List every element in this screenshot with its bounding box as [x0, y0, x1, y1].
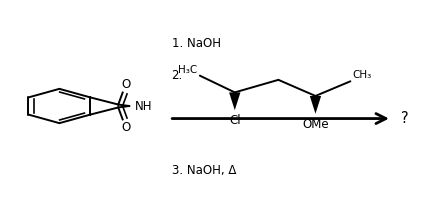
- Text: CH₃: CH₃: [352, 70, 371, 80]
- Text: 3. NaOH, Δ: 3. NaOH, Δ: [171, 164, 235, 177]
- Text: O: O: [121, 121, 131, 134]
- Text: 2.: 2.: [171, 69, 182, 82]
- Text: ?: ?: [400, 111, 408, 126]
- Text: OMe: OMe: [301, 117, 328, 131]
- Text: NH: NH: [134, 99, 152, 113]
- Text: Cl: Cl: [229, 114, 240, 127]
- Text: 1. NaOH: 1. NaOH: [171, 37, 220, 50]
- Polygon shape: [229, 92, 240, 110]
- Text: O: O: [121, 78, 131, 91]
- Polygon shape: [309, 96, 321, 114]
- Text: H₃C: H₃C: [178, 65, 197, 75]
